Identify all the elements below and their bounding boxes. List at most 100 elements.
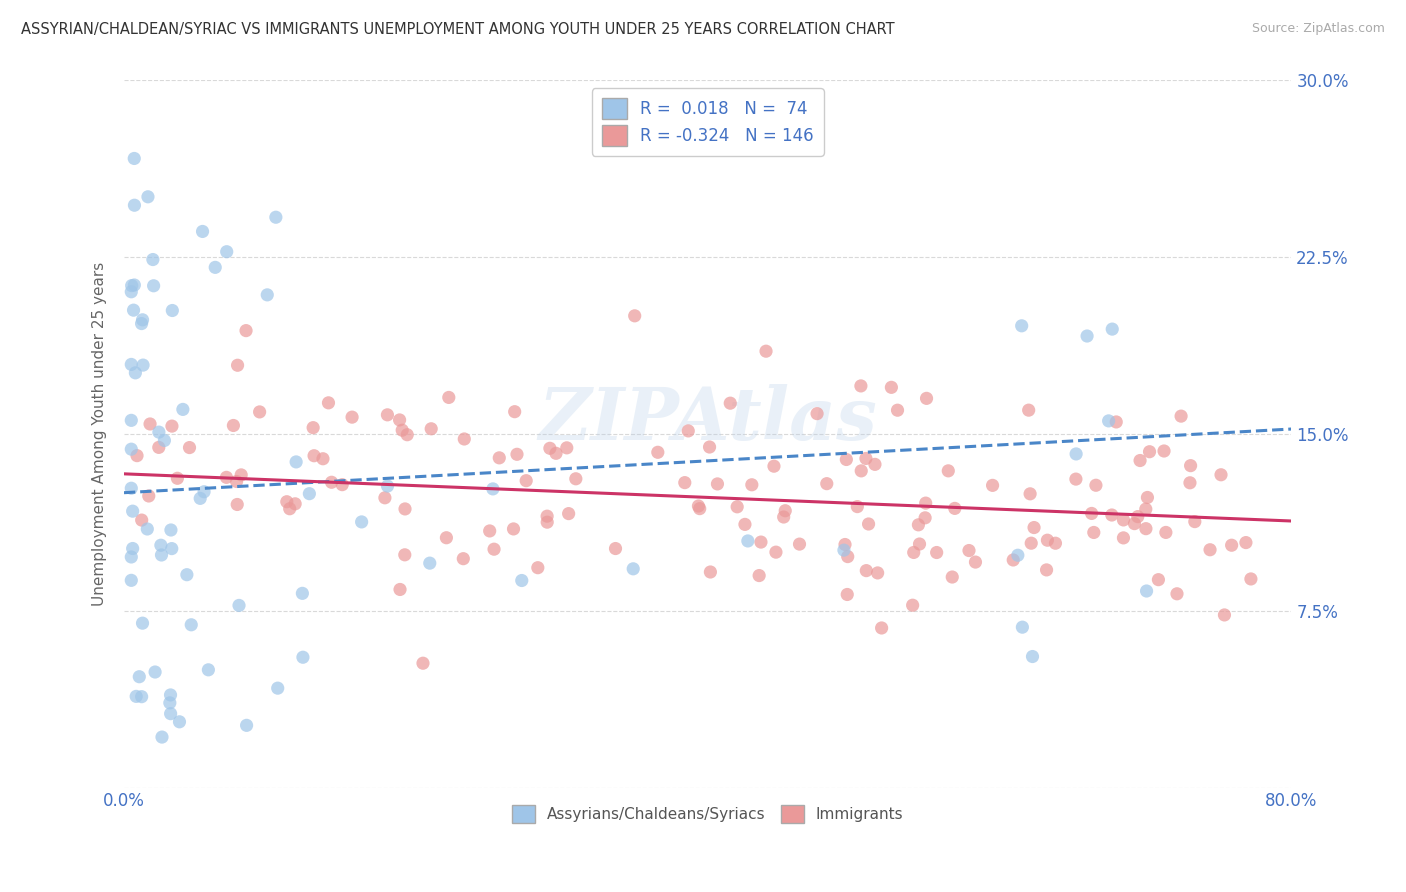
Point [914,496,936,510]
Point [699,565,721,579]
Point [1153,444,1175,458]
Point [737,533,759,548]
Point [132,358,155,372]
Point [1135,584,1157,599]
Point [565,472,588,486]
Point [907,517,929,532]
Point [374,491,396,505]
Point [1019,487,1042,501]
Point [139,417,162,431]
Point [1136,491,1159,505]
Point [321,475,343,490]
Point [191,224,214,238]
Point [748,568,770,582]
Point [925,545,948,559]
Point [180,617,202,632]
Point [179,441,201,455]
Point [855,451,877,466]
Point [215,244,238,259]
Point [389,582,412,597]
Point [131,616,153,631]
Point [1064,472,1087,486]
Point [120,481,142,495]
Point [249,405,271,419]
Point [851,464,873,478]
Point [176,567,198,582]
Point [391,423,413,437]
Point [124,278,146,293]
Point [870,621,893,635]
Point [278,501,301,516]
Point [503,405,526,419]
Point [1018,403,1040,417]
Point [789,537,811,551]
Point [741,477,763,491]
Point [412,657,434,671]
Point [1135,502,1157,516]
Point [437,391,460,405]
Point [1011,318,1033,333]
Point [285,455,308,469]
Point [1135,522,1157,536]
Point [120,574,142,588]
Point [120,358,142,372]
Point [515,474,537,488]
Point [527,560,550,574]
Point [1154,525,1177,540]
Point [621,562,644,576]
Point [855,564,877,578]
Point [1213,607,1236,622]
Point [1123,516,1146,531]
Point [1234,535,1257,549]
Point [1180,458,1202,473]
Point [488,450,510,465]
Point [1101,322,1123,336]
Point [1105,415,1128,429]
Point [125,690,148,704]
Point [903,545,925,559]
Point [832,543,855,558]
Point [188,491,211,506]
Point [388,413,411,427]
Point [837,549,859,564]
Point [148,425,170,439]
Point [1084,478,1107,492]
Point [226,498,249,512]
Point [166,471,188,485]
Point [160,419,183,434]
Point [150,548,173,562]
Point [131,317,153,331]
Point [1147,573,1170,587]
Point [1126,509,1149,524]
Point [755,344,778,359]
Point [965,555,987,569]
Point [749,535,772,549]
Point [689,501,711,516]
Point [131,690,153,704]
Point [1021,649,1043,664]
Point [340,410,363,425]
Point [941,570,963,584]
Point [623,309,645,323]
Point [510,574,533,588]
Point [849,379,872,393]
Point [419,556,441,570]
Point [142,278,165,293]
Point [1166,587,1188,601]
Point [128,670,150,684]
Point [772,510,794,524]
Point [159,706,181,721]
Text: ASSYRIAN/CHALDEAN/SYRIAC VS IMMIGRANTS UNEMPLOYMENT AMONG YOUTH UNDER 25 YEARS C: ASSYRIAN/CHALDEAN/SYRIAC VS IMMIGRANTS U… [21,22,894,37]
Point [159,696,181,710]
Point [837,587,859,601]
Point [557,507,579,521]
Point [434,531,457,545]
Point [159,688,181,702]
Point [267,681,290,695]
Point [544,446,567,460]
Point [1220,538,1243,552]
Point [136,522,159,536]
Point [394,502,416,516]
Point [773,504,796,518]
Point [228,599,250,613]
